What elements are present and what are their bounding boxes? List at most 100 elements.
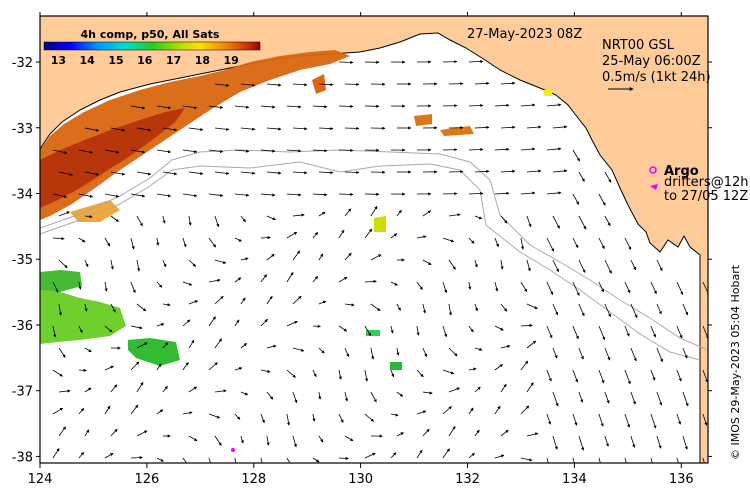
current-vector <box>474 386 481 393</box>
current-vector <box>709 216 716 229</box>
sst-patch-134 <box>544 90 552 96</box>
current-vector <box>156 237 160 246</box>
current-vector <box>260 149 276 153</box>
current-vector <box>442 369 455 375</box>
argo-marker <box>649 166 657 174</box>
current-vector <box>292 171 308 175</box>
current-vector <box>58 389 71 393</box>
current-vector <box>104 193 120 198</box>
current-vector <box>526 382 534 393</box>
sst-hot-core <box>40 108 185 208</box>
current-vector <box>448 426 456 437</box>
current-vector <box>234 149 250 153</box>
current-vector <box>110 215 119 222</box>
current-vector <box>104 237 111 247</box>
current-vector <box>182 361 189 371</box>
current-vector <box>78 149 94 154</box>
colorbar: 4h comp, p50, All Sats 13 14 15 16 17 18 19 <box>43 28 261 67</box>
x-tick-label: 128 <box>241 472 266 487</box>
current-vector <box>598 369 605 384</box>
current-vector <box>650 325 656 338</box>
current-vector <box>396 391 404 397</box>
current-vector <box>520 457 533 462</box>
current-vector <box>234 105 250 109</box>
current-vector <box>630 391 636 405</box>
current-vector <box>136 342 148 349</box>
current-vector <box>266 344 277 349</box>
current-vector <box>624 237 632 250</box>
current-vector <box>572 457 575 463</box>
current-vector <box>130 361 140 371</box>
current-vector <box>110 303 116 313</box>
current-vector <box>52 448 60 459</box>
current-vector <box>676 325 683 339</box>
current-vector <box>130 105 146 110</box>
current-vector <box>214 389 227 393</box>
current-vector <box>468 147 484 152</box>
bathymetry-contour-2 <box>40 161 701 361</box>
credit-label: © IMOS 29-May-2023 05:04 Hobart <box>729 264 742 460</box>
current-vector <box>182 149 198 154</box>
current-vector <box>572 413 578 426</box>
current-vector <box>344 303 355 307</box>
current-vector <box>214 215 220 228</box>
current-vector <box>240 171 256 175</box>
current-vector <box>240 391 249 396</box>
current-vector <box>208 149 224 153</box>
current-vector <box>598 193 606 206</box>
current-vector <box>312 324 321 328</box>
current-vector <box>234 237 242 242</box>
current-vector <box>604 391 610 404</box>
colorbar-ticks: 13 14 15 16 17 18 19 <box>51 54 239 67</box>
current-vector <box>104 281 108 292</box>
current-vector <box>338 369 342 380</box>
current-vector <box>709 128 715 138</box>
current-vector <box>286 231 298 239</box>
current-vector <box>214 171 230 175</box>
current-vector <box>624 413 631 428</box>
current-vector <box>52 236 65 241</box>
current-vector <box>416 369 424 378</box>
current-vector <box>448 259 456 270</box>
sst-patch-130c <box>390 362 402 370</box>
current-vector <box>474 81 490 86</box>
current-vector <box>156 193 172 198</box>
current-vector <box>78 237 86 243</box>
current-vector <box>500 303 508 312</box>
current-vector <box>552 347 558 359</box>
current-vector <box>188 386 198 393</box>
current-vector <box>234 457 238 463</box>
current-vector <box>344 82 360 87</box>
current-vector <box>364 325 372 337</box>
current-vector <box>682 347 688 359</box>
current-vector <box>156 149 172 154</box>
current-vector <box>104 365 114 371</box>
current-vector <box>370 254 382 261</box>
current-vector <box>162 259 167 268</box>
current-vector <box>500 125 516 129</box>
current-vector <box>110 384 118 393</box>
current-vector <box>214 435 222 446</box>
current-vector <box>338 456 349 460</box>
current-vector <box>52 407 64 415</box>
current-vector <box>572 193 580 205</box>
current-vector <box>364 279 377 284</box>
current-vector <box>416 410 427 415</box>
colorbar-tick-label: 18 <box>195 54 210 67</box>
current-vector <box>318 170 334 175</box>
current-vector <box>266 83 282 87</box>
current-vector <box>208 362 218 371</box>
current-vector <box>520 191 536 195</box>
current-vector <box>468 452 475 459</box>
current-vector <box>312 149 328 153</box>
current-vector <box>656 435 662 449</box>
current-vector <box>84 303 88 312</box>
product-label: NRT00 GSL <box>602 38 675 53</box>
current-vector <box>338 276 348 283</box>
current-vector <box>572 369 579 383</box>
current-vector <box>344 208 352 217</box>
x-tick-label: 132 <box>455 472 480 487</box>
current-vector <box>52 193 68 198</box>
current-vector <box>84 259 89 268</box>
